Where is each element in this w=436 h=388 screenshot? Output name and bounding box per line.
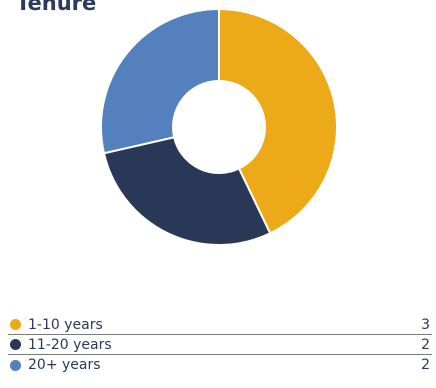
legend-value: 2 bbox=[421, 357, 430, 373]
legend-label: 1-10 years bbox=[28, 316, 103, 333]
legend: 1-10 years 3 11-20 years 2 20+ years 2 bbox=[8, 315, 432, 375]
legend-item-1-10-years[interactable]: 1-10 years 3 bbox=[8, 315, 432, 335]
pie-slice-20-years[interactable] bbox=[100, 7, 220, 155]
legend-item-11-20-years[interactable]: 11-20 years 2 bbox=[8, 335, 432, 355]
legend-label: 20+ years bbox=[28, 357, 101, 373]
pie-slice-1-10-years[interactable] bbox=[218, 7, 338, 235]
legend-value: 3 bbox=[421, 316, 430, 333]
donut-chart bbox=[100, 7, 338, 246]
pie-slice-11-20-years[interactable] bbox=[102, 136, 272, 246]
chart-title: Tenure bbox=[16, 0, 97, 15]
legend-swatch-icon bbox=[10, 359, 21, 371]
legend-label: 11-20 years bbox=[28, 336, 112, 353]
legend-item-20-years[interactable]: 20+ years 2 bbox=[8, 355, 432, 375]
legend-swatch-icon bbox=[10, 339, 21, 350]
legend-swatch-icon bbox=[10, 319, 21, 330]
legend-value: 2 bbox=[421, 336, 430, 353]
